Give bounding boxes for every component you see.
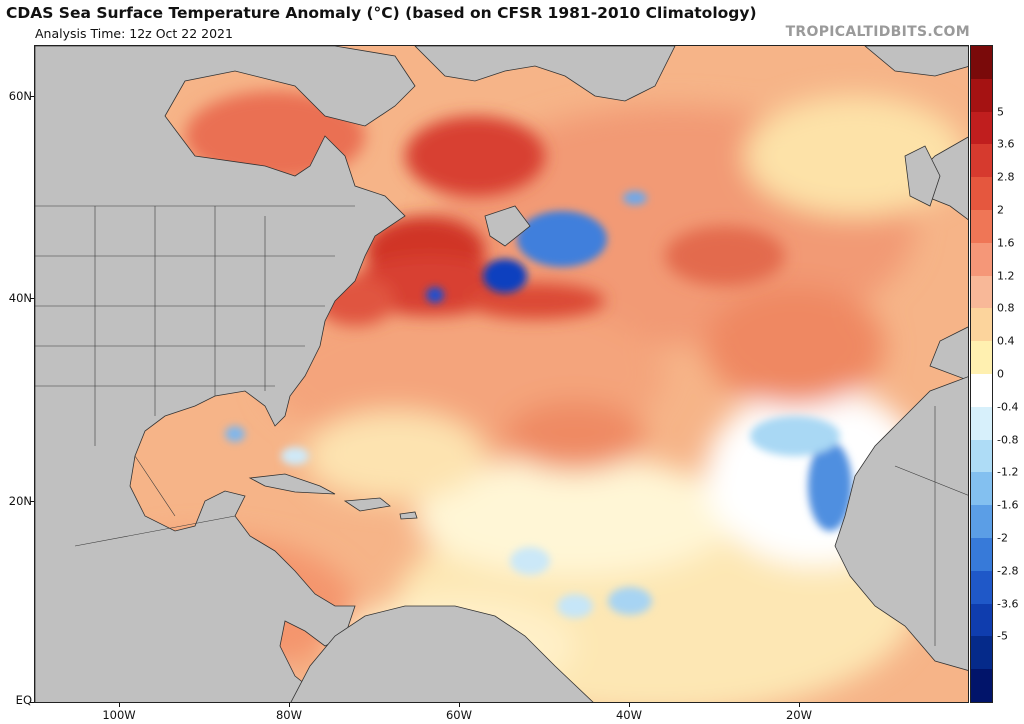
iberia-landmass xyxy=(929,326,968,381)
colorbar-segment xyxy=(971,603,992,637)
british-isles xyxy=(904,145,941,207)
longitude-tick-label: 40W xyxy=(615,708,643,722)
colorbar-tick-label: 5 xyxy=(997,105,1004,119)
colorbar-tick-label: -2 xyxy=(997,531,1008,545)
latitude-tick-label: 20N xyxy=(8,493,32,508)
colorbar-tick-label: -3.6 xyxy=(997,597,1019,611)
colorbar-tick-label: -0.8 xyxy=(997,433,1019,447)
colorbar-segment xyxy=(971,472,992,506)
latitude-tick-mark xyxy=(30,500,34,502)
colorbar-tick-label: 0 xyxy=(997,367,1004,381)
colorbar-tick-label: 2 xyxy=(997,203,1004,217)
longitude-tick-label: 20W xyxy=(785,708,813,722)
colorbar-segment xyxy=(971,242,992,277)
hispaniola-island xyxy=(343,497,391,512)
puerto-rico-island xyxy=(399,511,418,520)
colorbar-tick-label: 3.6 xyxy=(997,137,1015,151)
colorbar-tick-label: -1.2 xyxy=(997,465,1019,479)
colorbar-tick-label: 1.2 xyxy=(997,269,1015,283)
colorbar-segment xyxy=(971,275,992,309)
colorbar-tick-label: -5 xyxy=(997,629,1008,643)
longitude-tick-mark xyxy=(289,703,290,707)
longitude-tick-label: 100W xyxy=(102,708,136,722)
cuba-island xyxy=(248,473,336,495)
colorbar-segment xyxy=(971,669,992,703)
longitude-tick-label: 60W xyxy=(445,708,473,722)
colorbar-segment xyxy=(971,177,992,211)
colorbar-segment xyxy=(971,636,992,670)
map-title: CDAS Sea Surface Temperature Anomaly (°C… xyxy=(6,4,757,22)
colorbar-segment xyxy=(971,538,992,572)
longitude-tick-mark xyxy=(629,703,630,707)
longitude-tick-mark xyxy=(119,703,120,707)
colorbar-segment xyxy=(971,570,992,605)
newfoundland-island xyxy=(484,205,531,247)
analysis-time: Analysis Time: 12z Oct 22 2021 xyxy=(35,26,233,41)
latitude-tick-label: EQ xyxy=(15,693,32,707)
map-canvas xyxy=(35,46,968,702)
longitude-tick-label: 80W xyxy=(275,708,303,722)
colorbar-segment xyxy=(971,78,992,113)
colorbar-segment xyxy=(971,46,992,80)
colorbar-tick-label: -2.8 xyxy=(997,564,1019,578)
colorbar-tick-label: 2.8 xyxy=(997,170,1015,184)
longitude-tick-mark xyxy=(459,703,460,707)
colorbar xyxy=(970,45,993,703)
sst-anomaly-map xyxy=(34,45,969,703)
longitude-tick-mark xyxy=(799,703,800,707)
colorbar-segment xyxy=(971,374,992,408)
colorbar-tick-label: 0.8 xyxy=(997,301,1015,315)
greenland-landmass xyxy=(414,46,676,102)
latitude-tick-label: 40N xyxy=(8,291,32,306)
latitude-tick-label: 60N xyxy=(8,88,32,103)
colorbar-segment xyxy=(971,144,992,178)
colorbar-tick-label: 1.6 xyxy=(997,236,1015,250)
latitude-tick-mark xyxy=(30,95,34,97)
site-watermark: TROPICALTIDBITS.COM xyxy=(785,24,970,40)
colorbar-tick-label: 0.4 xyxy=(997,334,1015,348)
colorbar-tick-label: -1.6 xyxy=(997,498,1019,512)
colorbar-segment xyxy=(971,341,992,375)
colorbar-segment xyxy=(971,505,992,539)
colorbar-tick-label: -0.4 xyxy=(997,400,1019,414)
colorbar-segment xyxy=(971,439,992,473)
political-borders xyxy=(35,205,968,646)
north-america-landmass xyxy=(35,46,416,702)
iceland-landmass xyxy=(864,46,968,77)
latitude-tick-mark xyxy=(30,298,34,300)
latitude-tick-mark xyxy=(30,702,34,703)
colorbar-segment xyxy=(971,111,992,145)
colorbar-segment xyxy=(971,308,992,342)
colorbar-segment xyxy=(971,406,992,441)
south-america-landmass xyxy=(290,605,594,702)
colorbar-segment xyxy=(971,210,992,244)
